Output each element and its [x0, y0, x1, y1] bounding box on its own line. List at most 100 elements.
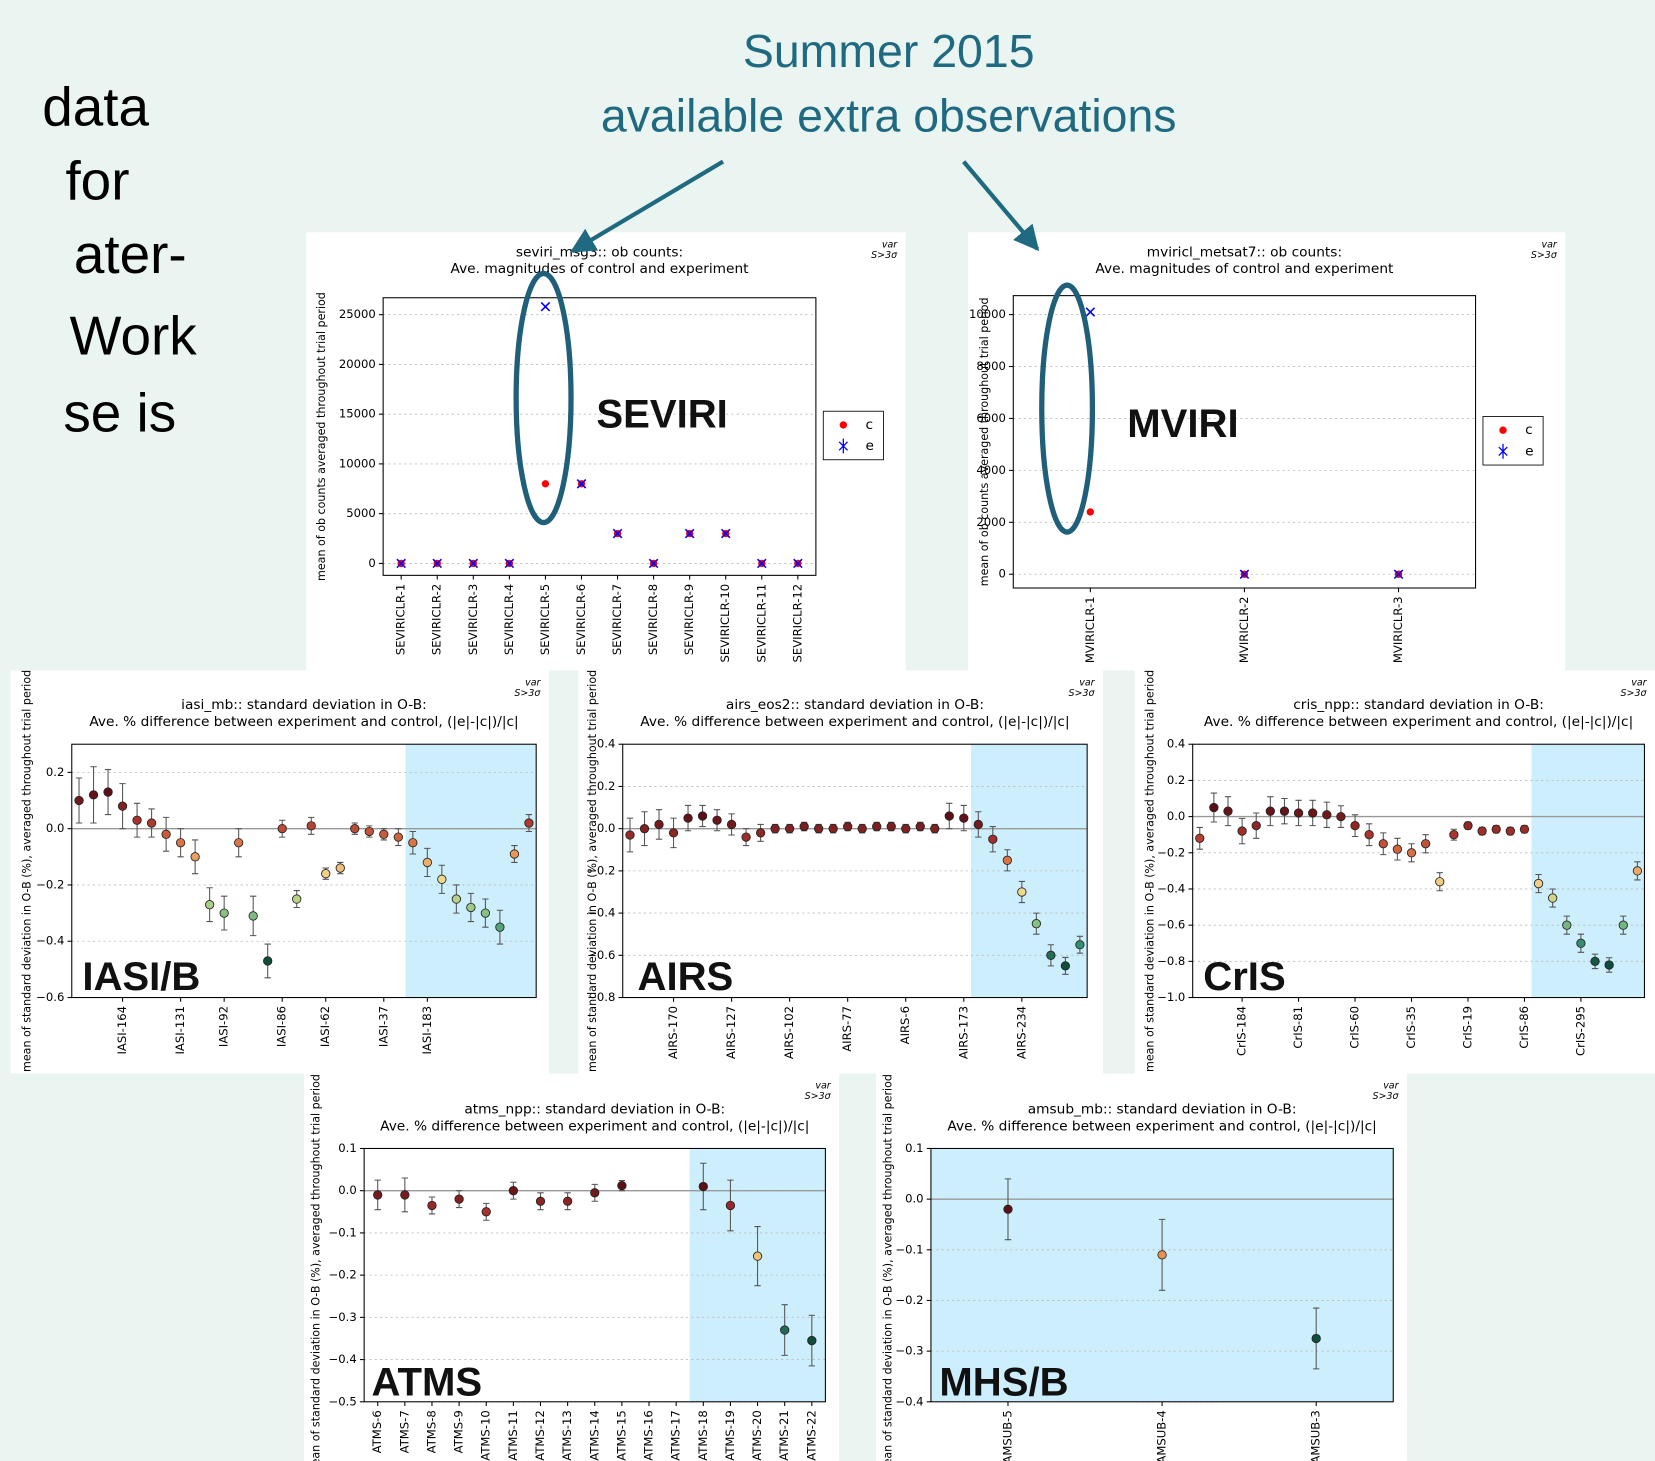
y-tick-label: 0.0: [905, 1192, 923, 1206]
x-tick-label: ATMS-8: [424, 1410, 438, 1453]
plot-frame: [622, 743, 1088, 999]
side-text: for: [65, 149, 129, 211]
y-axis-label: mean of standard deviation in O-B (%), a…: [882, 1074, 895, 1461]
point: [901, 824, 911, 834]
y-tick-label: −0.6: [1157, 918, 1185, 932]
highlight-ellipse: [1039, 282, 1096, 535]
point: [617, 1180, 627, 1191]
legend-marker: [838, 438, 849, 454]
point: [1420, 839, 1431, 849]
y-tick-label: −0.4: [36, 934, 64, 948]
y-tick-label: 0.4: [597, 737, 615, 751]
point: [741, 832, 751, 842]
point: [508, 1186, 519, 1196]
chart-note: S>3σ: [1531, 250, 1558, 261]
point: [1336, 811, 1346, 822]
y-tick-label: 0.0: [46, 821, 64, 835]
point: [1463, 821, 1473, 831]
y-tick-label: 20000: [339, 357, 376, 371]
point: [720, 528, 731, 539]
y-tick-label: −0.2: [587, 863, 615, 877]
legend-label: c: [865, 417, 873, 433]
x-tick-label: IASI-164: [115, 1006, 129, 1055]
side-text: Work: [70, 304, 198, 366]
y-tick-label: −0.2: [329, 1268, 357, 1282]
point: [454, 1194, 464, 1204]
y-tick-label: −0.1: [895, 1242, 923, 1256]
point: [562, 1196, 573, 1206]
x-tick-label: SEVIRICLR-7: [610, 584, 624, 655]
chart-subtitle: Ave. % difference between experiment and…: [640, 714, 1069, 730]
chart-subtitle: Ave. % difference between experiment and…: [380, 1118, 809, 1134]
point: [1086, 508, 1095, 516]
chart-note: S>3σ: [514, 688, 541, 699]
instrument-label: MVIRI: [1127, 402, 1238, 446]
point: [335, 863, 345, 873]
point: [1590, 956, 1600, 966]
point: [1085, 307, 1096, 317]
y-tick-label: −0.6: [36, 990, 64, 1004]
plot-frame: [382, 297, 817, 576]
chart-title: mviricl_metsat7:: ob counts:: [1147, 244, 1342, 260]
point: [427, 1200, 437, 1211]
y-tick-label: 0.0: [1167, 809, 1185, 823]
point: [103, 787, 113, 797]
point: [1075, 940, 1085, 950]
shaded-region: [1531, 744, 1645, 998]
x-tick-label: SEVIRICLR-3: [466, 584, 480, 655]
y-tick-label: −0.3: [329, 1310, 357, 1324]
point: [712, 815, 722, 825]
chart-note: var: [882, 239, 898, 250]
x-tick-label: AIRS-170: [666, 1006, 680, 1059]
x-tick-label: ATMS-16: [642, 1410, 656, 1460]
point: [1195, 833, 1205, 843]
point: [219, 908, 229, 918]
x-tick-label: IASI-86: [275, 1006, 289, 1047]
chart-note: S>3σ: [1621, 688, 1648, 699]
x-tick-label: SEVIRICLR-8: [646, 584, 660, 655]
point: [915, 821, 925, 832]
point: [668, 828, 679, 838]
point: [1031, 919, 1041, 929]
y-tick-label: 0.0: [338, 1183, 356, 1197]
y-tick-label: −0.6: [587, 948, 615, 962]
y-tick-label: −0.5: [329, 1394, 357, 1408]
y-tick-label: −0.2: [36, 877, 64, 891]
point: [886, 821, 896, 832]
x-tick-label: ATMS-10: [479, 1410, 493, 1460]
point: [1157, 1250, 1167, 1260]
x-tick-label: AMSUB-5: [1000, 1410, 1014, 1461]
legend-box: [822, 410, 884, 461]
chart-subtitle: Ave. % difference between experiment and…: [947, 1118, 1376, 1134]
legend-label: e: [865, 438, 873, 454]
point: [1209, 802, 1219, 813]
y-tick-label: −1.0: [1157, 990, 1185, 1004]
chart-panel: [306, 232, 906, 671]
point: [234, 838, 244, 848]
point: [1002, 855, 1012, 865]
shaded-region: [405, 744, 537, 998]
y-tick-label: 0.0: [597, 821, 615, 835]
point: [509, 849, 520, 859]
point: [698, 1181, 708, 1192]
instrument-label: ATMS: [372, 1360, 483, 1404]
point: [364, 826, 374, 837]
point: [1265, 806, 1275, 816]
x-tick-label: IASI-131: [173, 1006, 187, 1055]
chart-note: S>3σ: [1373, 1091, 1400, 1102]
point: [468, 558, 479, 569]
x-tick-label: SEVIRICLR-11: [754, 584, 768, 663]
point: [437, 874, 447, 884]
plot-frame: [71, 743, 537, 999]
x-tick-label: CrIS-35: [1404, 1006, 1418, 1049]
x-tick-label: AIRS-127: [724, 1006, 738, 1059]
point: [1003, 1204, 1013, 1214]
y-tick-label: 25000: [339, 307, 376, 321]
y-tick-label: 0.1: [905, 1141, 923, 1155]
x-tick-label: MVIRICLR-3: [1391, 596, 1405, 663]
chart-subtitle: Ave. magnitudes of control and experimen…: [450, 261, 749, 277]
y-axis-label: mean of standard deviation in O-B (%), a…: [20, 670, 33, 1072]
y-tick-label: 10000: [969, 307, 1006, 321]
side-text: data: [42, 75, 149, 137]
x-tick-label: AIRS-102: [782, 1006, 796, 1059]
